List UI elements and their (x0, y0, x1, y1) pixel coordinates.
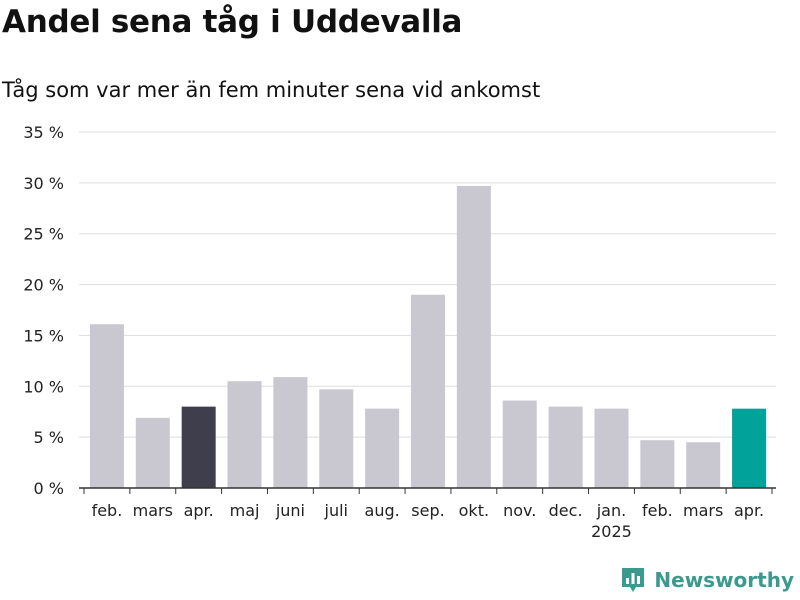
x-tick-label: mars (133, 501, 173, 520)
bar (227, 381, 262, 488)
x-tick-label: sep. (411, 501, 444, 520)
bar (273, 377, 308, 488)
chart-title: Andel sena tåg i Uddevalla (2, 4, 463, 40)
x-tick-label: maj (230, 501, 260, 520)
chart-subtitle: Tåg som var mer än fem minuter sena vid … (2, 78, 541, 102)
bar (640, 440, 675, 488)
bar (686, 442, 721, 488)
y-tick-label: 35 % (23, 123, 64, 142)
bar (181, 406, 216, 488)
bar (548, 406, 583, 488)
x-tick-label: mars (683, 501, 723, 520)
bar-chart-pin-icon (622, 568, 645, 592)
x-tick-label: juli (324, 501, 348, 520)
bar (502, 400, 537, 488)
x-tick-label: aug. (365, 501, 400, 520)
bar (411, 294, 445, 488)
x-tick-label: juni (275, 501, 305, 520)
y-tick-label: 20 % (23, 276, 64, 295)
x-year-label: 2025 (591, 522, 632, 541)
bar (135, 417, 170, 488)
y-tick-label: 30 % (23, 174, 64, 193)
newsworthy-logo: Newsworthy (620, 566, 794, 594)
bar (89, 324, 124, 488)
y-tick-label: 0 % (34, 479, 64, 498)
x-tick-label: nov. (503, 501, 536, 520)
bar (594, 408, 629, 488)
x-tick-label: jan. (596, 501, 626, 520)
x-tick-label: feb. (642, 501, 673, 520)
x-tick-label: okt. (459, 501, 489, 520)
bar (319, 389, 354, 488)
x-tick-label: dec. (549, 501, 583, 520)
bar (365, 408, 400, 488)
brand-name: Newsworthy (654, 568, 794, 592)
x-tick-label: feb. (92, 501, 123, 520)
x-tick-label: apr. (734, 501, 764, 520)
bar (456, 185, 491, 488)
y-tick-label: 10 % (23, 377, 64, 396)
y-tick-label: 15 % (23, 326, 64, 345)
y-tick-label: 5 % (34, 428, 64, 447)
x-tick-label: apr. (184, 501, 214, 520)
bar (732, 408, 767, 488)
y-tick-label: 25 % (23, 225, 64, 244)
